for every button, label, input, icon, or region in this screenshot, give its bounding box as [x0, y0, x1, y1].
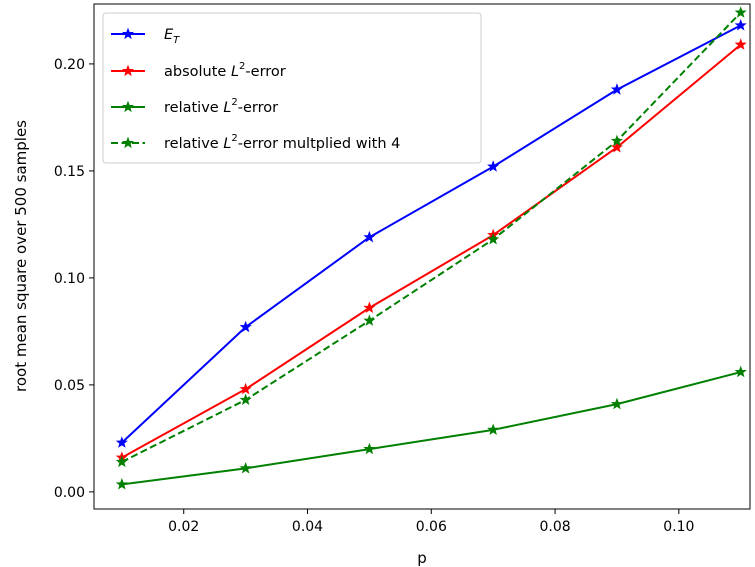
legend-marker-relative-l2-error-x4 [121, 136, 135, 149]
y-tick-label-0-00: 0.00 [54, 485, 85, 501]
x-axis-ticks: 0.02 0.04 0.06 0.08 0.10 [168, 509, 694, 535]
legend-entry-relative-l2-error: relative L2-error [111, 97, 278, 116]
x-axis-label: p [417, 549, 427, 567]
data-point-relative-l-error-1 [239, 461, 252, 474]
legend-label-e-t: ET [164, 27, 180, 46]
series-line-relative-l-error [121, 371, 741, 486]
data-point-relative-l-error-multplied-with-4-5 [734, 6, 747, 18]
legend-marker-relative-l2-error [121, 100, 135, 113]
legend: ET absolute L2-error relative L2-error r… [102, 12, 482, 164]
legend-label-absolute-sup: 2 [239, 61, 245, 72]
x-tick-label-0-02: 0.02 [168, 519, 199, 535]
legend-label-e-t-main: E [164, 27, 174, 43]
data-point-relative-l-error-2 [363, 442, 376, 455]
data-point-relative-l-error-0 [115, 478, 128, 490]
legend-label-relative-l: L [223, 100, 231, 116]
series-line-e-t [121, 24, 742, 444]
series-line-relative-l-error-multplied-with-4 [121, 11, 742, 463]
data-point-relative-l-error-4 [610, 397, 623, 410]
legend-label-absolute-pre: absolute [164, 64, 231, 80]
data-point-e-t-2 [363, 230, 376, 243]
x-tick-label-0-06: 0.06 [416, 519, 447, 535]
data-point-relative-l-error-multplied-with-4-4 [610, 134, 623, 147]
legend-entry-absolute-l2-error: absolute L2-error [111, 61, 286, 80]
legend-label-relative-l2-error-x4: relative L2-error multplied with 4 [164, 133, 400, 152]
data-point-relative-l-error-3 [487, 423, 500, 435]
legend-label-relative4-l: L [223, 136, 231, 152]
legend-marker-e-t [121, 27, 135, 40]
series-layer [115, 6, 747, 490]
legend-entry-relative-l2-error-x4: relative L2-error multplied with 4 [111, 133, 400, 152]
legend-marker-absolute-l2-error [121, 64, 135, 77]
x-tick-label-0-04: 0.04 [292, 519, 323, 535]
x-tick-label-0-10: 0.10 [663, 519, 694, 535]
legend-box [102, 12, 482, 164]
legend-label-relative-post: -error [238, 100, 278, 116]
data-point-relative-l-error-multplied-with-4-0 [115, 455, 128, 468]
data-point-relative-l-error-multplied-with-4-2 [363, 314, 376, 326]
y-tick-label-0-05: 0.05 [54, 378, 85, 394]
y-tick-label-0-15: 0.15 [54, 164, 85, 180]
legend-label-relative-pre: relative [164, 100, 223, 116]
data-point-e-t-3 [487, 160, 500, 172]
legend-label-relative-sup: 2 [231, 97, 237, 108]
legend-label-absolute-l2-error: absolute L2-error [164, 61, 286, 80]
legend-label-relative-l2-error: relative L2-error [164, 97, 278, 116]
plot-frame [93, 3, 751, 510]
data-point-absolute-l-error-5 [734, 38, 747, 50]
data-point-e-t-1 [239, 320, 252, 333]
legend-label-relative4-pre: relative [164, 136, 223, 152]
y-axis-label: root mean square over 500 samples [12, 120, 30, 392]
series-line-absolute-l-error [121, 43, 742, 459]
data-point-e-t-0 [115, 436, 128, 448]
data-point-absolute-l-error-4 [610, 141, 623, 153]
data-point-absolute-l-error-2 [363, 301, 376, 314]
legend-label-absolute-l: L [231, 64, 239, 80]
y-tick-label-0-20: 0.20 [54, 57, 85, 73]
data-point-relative-l-error-multplied-with-4-1 [239, 393, 252, 406]
y-axis-ticks: 0.00 0.05 0.10 0.15 0.20 [54, 57, 94, 501]
data-point-relative-l-error-multplied-with-4-3 [487, 233, 500, 245]
data-point-e-t-4 [610, 83, 623, 95]
data-point-absolute-l-error-1 [239, 382, 252, 395]
x-tick-label-0-08: 0.08 [539, 519, 570, 535]
legend-label-relative4-post: -error multplied with 4 [238, 136, 401, 152]
data-point-e-t-5 [734, 19, 747, 31]
legend-label-relative4-sup: 2 [231, 133, 237, 144]
legend-label-e-t-sub: T [173, 35, 180, 46]
data-point-relative-l-error-5 [734, 365, 747, 378]
legend-label-absolute-post: -error [245, 64, 285, 80]
legend-entry-e-t: ET [111, 27, 180, 46]
y-tick-label-0-10: 0.10 [54, 271, 85, 287]
